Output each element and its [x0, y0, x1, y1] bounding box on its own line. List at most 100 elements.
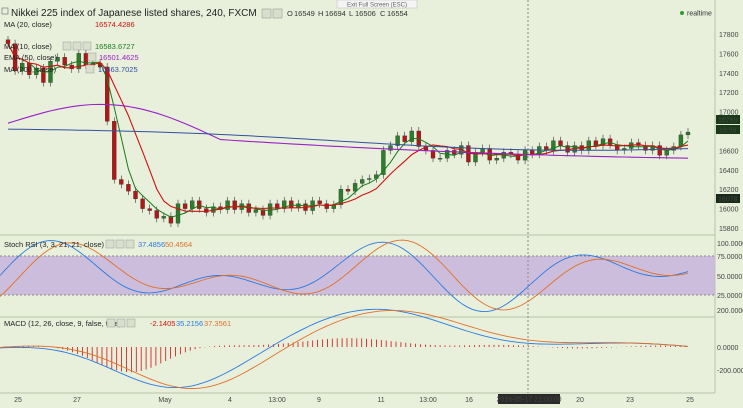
macd-tick: 200.0000: [717, 308, 743, 315]
macd-line: [0, 308, 689, 389]
ema50-line: [7, 103, 689, 159]
candle-body: [664, 150, 669, 156]
candle-body: [34, 67, 39, 75]
stoch-close-icon[interactable]: [125, 239, 135, 249]
candle-body: [437, 158, 443, 160]
candle-body: [62, 57, 67, 66]
macd-settings-icon[interactable]: [116, 318, 126, 328]
candle-body: [190, 200, 195, 209]
price-tick: 17000: [719, 110, 739, 117]
current-price-tag: [716, 115, 740, 124]
candle-body: [657, 145, 662, 156]
stoch-d-value: 50.4564: [165, 240, 192, 249]
candle-body: [133, 190, 138, 200]
exit-fullscreen-button[interactable]: [336, 0, 418, 9]
candle-body: [119, 179, 124, 185]
stoch-tick: 75.0000: [717, 254, 742, 261]
ohlc-c-label: C: [380, 9, 386, 18]
time-tick: 20: [576, 397, 584, 404]
indicator-ema50-eye-icon[interactable]: [87, 52, 97, 62]
time-tick: 11: [377, 397, 384, 404]
indicator-ma10-close-icon[interactable]: [82, 41, 92, 51]
candle-body: [267, 203, 273, 216]
indicator-ma200-eye-icon[interactable]: [85, 64, 95, 74]
ma200-line: [7, 128, 689, 151]
time-tick: 13:00: [419, 397, 437, 404]
current-price: 16789: [718, 118, 738, 125]
moving-average-lines: [7, 43, 689, 218]
macd-signal-line: [0, 310, 689, 389]
settings-icon[interactable]: [272, 8, 283, 19]
time-axis[interactable]: 25 27 May 4 13:00 9 11 13:00 16 2016-05-17 21:00:…: [14, 394, 694, 404]
crosshair-time-label: 2016-05-17 21:00:00: [497, 397, 562, 404]
candle-body: [586, 140, 591, 151]
price-tick: 16600: [719, 148, 739, 155]
time-tick: 4: [228, 397, 232, 404]
crosshair-time-tag: [498, 394, 560, 404]
candle-body: [112, 121, 117, 180]
candle-body: [600, 138, 606, 146]
time-tick: 23: [626, 397, 634, 404]
candle-body: [678, 134, 684, 147]
realtime-dot-icon: [680, 11, 684, 15]
stoch-eye-icon[interactable]: [105, 239, 115, 249]
price-tick: 15800: [719, 226, 739, 233]
candle-body: [41, 67, 46, 83]
candle-body: [381, 150, 386, 175]
indicator-ema50-value: 16501.4625: [99, 53, 139, 62]
macd-series: [0, 308, 689, 389]
candle-body: [289, 200, 294, 208]
ohlc-o: 16549: [294, 9, 315, 18]
time-tick: 16: [465, 397, 473, 404]
macd-eye-icon[interactable]: [106, 318, 116, 328]
candle-body: [253, 209, 259, 213]
candle-body: [175, 203, 181, 224]
candle-body: [147, 208, 152, 211]
candle-body: [275, 203, 280, 209]
macd-line-value: 35.2156: [176, 319, 203, 328]
current-time: 19:59: [719, 128, 737, 135]
macd-label: MACD (12, 26, close, 9, false, true): [4, 319, 122, 328]
current-time-tag: [716, 125, 740, 134]
candle-body: [345, 189, 351, 192]
stoch-settings-icon[interactable]: [115, 239, 125, 249]
candle-body: [317, 200, 322, 204]
stoch-label: Stoch RSI (3, 3, 21, 21, close): [4, 240, 105, 249]
macd-tick: 0.0000: [717, 345, 739, 352]
macd-signal-value: 37.3561: [204, 319, 231, 328]
collapse-icon[interactable]: [1, 7, 9, 15]
candle-body: [388, 145, 393, 151]
indicator-ema50-label: EMA (50, close): [4, 53, 57, 62]
candle-body: [282, 200, 287, 209]
ma10-line: [7, 43, 689, 218]
candle-body: [154, 210, 159, 219]
candle-body: [161, 216, 166, 219]
macd-close-icon[interactable]: [126, 318, 136, 328]
candle-body: [225, 200, 230, 210]
candle-body: [685, 131, 691, 136]
candle-body: [338, 189, 344, 205]
price-tick: 17200: [719, 90, 739, 97]
time-tick: 27: [73, 397, 81, 404]
macd-tick: -200.0000: [717, 368, 743, 375]
marker-price-tag: [716, 194, 740, 203]
stoch-tick: 25.0000: [717, 293, 742, 300]
ohlc-l-label: L: [349, 9, 353, 18]
candle-body: [395, 135, 400, 146]
indicator-ma10-label: MA (10, close): [4, 42, 52, 51]
stoch-tick: 50.0000: [717, 274, 742, 281]
ohlc-l: 16506: [355, 9, 376, 18]
ma20-line: [7, 43, 689, 213]
indicator-ma10-eye-icon[interactable]: [62, 41, 72, 51]
stoch-k-line: [0, 240, 689, 313]
candle-body: [126, 184, 131, 192]
price-tick: 17800: [719, 32, 739, 39]
candle-body: [530, 150, 535, 155]
indicator-ma10-settings-icon[interactable]: [72, 41, 82, 51]
candle-body: [105, 66, 110, 122]
eye-icon[interactable]: [261, 8, 272, 19]
candle-body: [607, 138, 613, 145]
candle-body: [20, 62, 25, 72]
stoch-band: [0, 256, 715, 295]
